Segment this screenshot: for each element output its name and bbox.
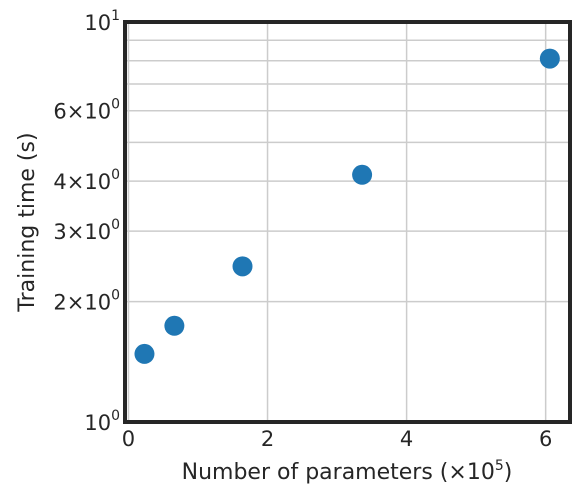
data-point: [352, 164, 373, 185]
data-point: [164, 315, 185, 336]
y-tick-label: 4×100: [53, 167, 120, 194]
y-tick-label: 6×100: [53, 97, 120, 124]
data-point: [134, 343, 155, 364]
data-points: [134, 48, 560, 364]
data-point: [232, 256, 253, 277]
y-tick-label: 3×100: [53, 217, 120, 244]
x-tick-label: 2: [261, 427, 274, 451]
data-point: [539, 48, 560, 69]
x-tick-label: 6: [539, 427, 552, 451]
x-tick-labels: 0 2 4 6: [122, 427, 553, 451]
y-tick-label: 100: [84, 408, 120, 435]
y-tick-labels: 100 2×100 3×100 4×100 6×100 101: [53, 8, 120, 435]
y-tick-label: 101: [84, 8, 120, 35]
x-axis-label: Number of parameters (×105): [182, 458, 513, 485]
y-tick-label: 2×100: [53, 288, 120, 315]
plot-area: [125, 22, 570, 422]
x-tick-label: 4: [400, 427, 413, 451]
y-axis-label: Training time (s): [15, 132, 40, 312]
x-tick-label: 0: [122, 427, 135, 451]
plot-frame: [123, 20, 572, 424]
